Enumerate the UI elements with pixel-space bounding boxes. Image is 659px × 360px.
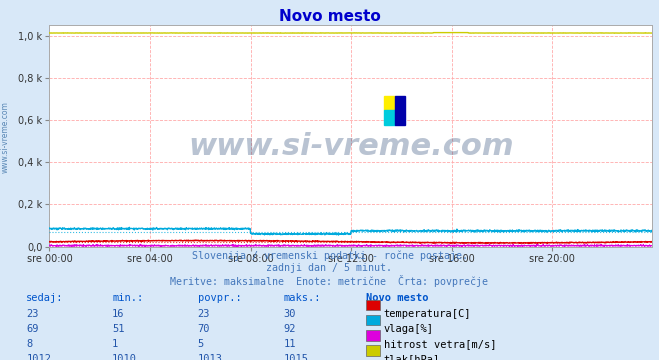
Bar	[395, 96, 405, 125]
Text: Novo mesto: Novo mesto	[279, 9, 380, 24]
Text: 1013: 1013	[198, 354, 223, 360]
Text: povpr.:: povpr.:	[198, 293, 241, 303]
Text: 70: 70	[198, 324, 210, 334]
Text: zadnji dan / 5 minut.: zadnji dan / 5 minut.	[266, 263, 393, 273]
Text: temperatura[C]: temperatura[C]	[384, 309, 471, 319]
Text: 1012: 1012	[26, 354, 51, 360]
Text: 51: 51	[112, 324, 125, 334]
Text: www.si-vreme.com: www.si-vreme.com	[1, 101, 10, 173]
Bar	[384, 111, 395, 125]
Text: Slovenija / vremenski podatki - ročne postaje.: Slovenija / vremenski podatki - ročne po…	[192, 250, 467, 261]
Text: 5: 5	[198, 339, 204, 349]
Text: 11: 11	[283, 339, 296, 349]
Text: Meritve: maksimalne  Enote: metrične  Črta: povprečje: Meritve: maksimalne Enote: metrične Črta…	[171, 275, 488, 287]
Text: www.si-vreme.com: www.si-vreme.com	[188, 132, 514, 162]
Text: 69: 69	[26, 324, 39, 334]
Bar	[384, 96, 395, 111]
Text: sedaj:: sedaj:	[26, 293, 64, 303]
Text: 92: 92	[283, 324, 296, 334]
Text: 8: 8	[26, 339, 32, 349]
Text: 23: 23	[198, 309, 210, 319]
Text: 1: 1	[112, 339, 118, 349]
Text: Novo mesto: Novo mesto	[366, 293, 428, 303]
Text: 30: 30	[283, 309, 296, 319]
Text: 23: 23	[26, 309, 39, 319]
Text: maks.:: maks.:	[283, 293, 321, 303]
Text: 1015: 1015	[283, 354, 308, 360]
Text: vlaga[%]: vlaga[%]	[384, 324, 434, 334]
Text: 16: 16	[112, 309, 125, 319]
Text: hitrost vetra[m/s]: hitrost vetra[m/s]	[384, 339, 496, 349]
Text: 1010: 1010	[112, 354, 137, 360]
Text: tlak[hPa]: tlak[hPa]	[384, 354, 440, 360]
Text: min.:: min.:	[112, 293, 143, 303]
